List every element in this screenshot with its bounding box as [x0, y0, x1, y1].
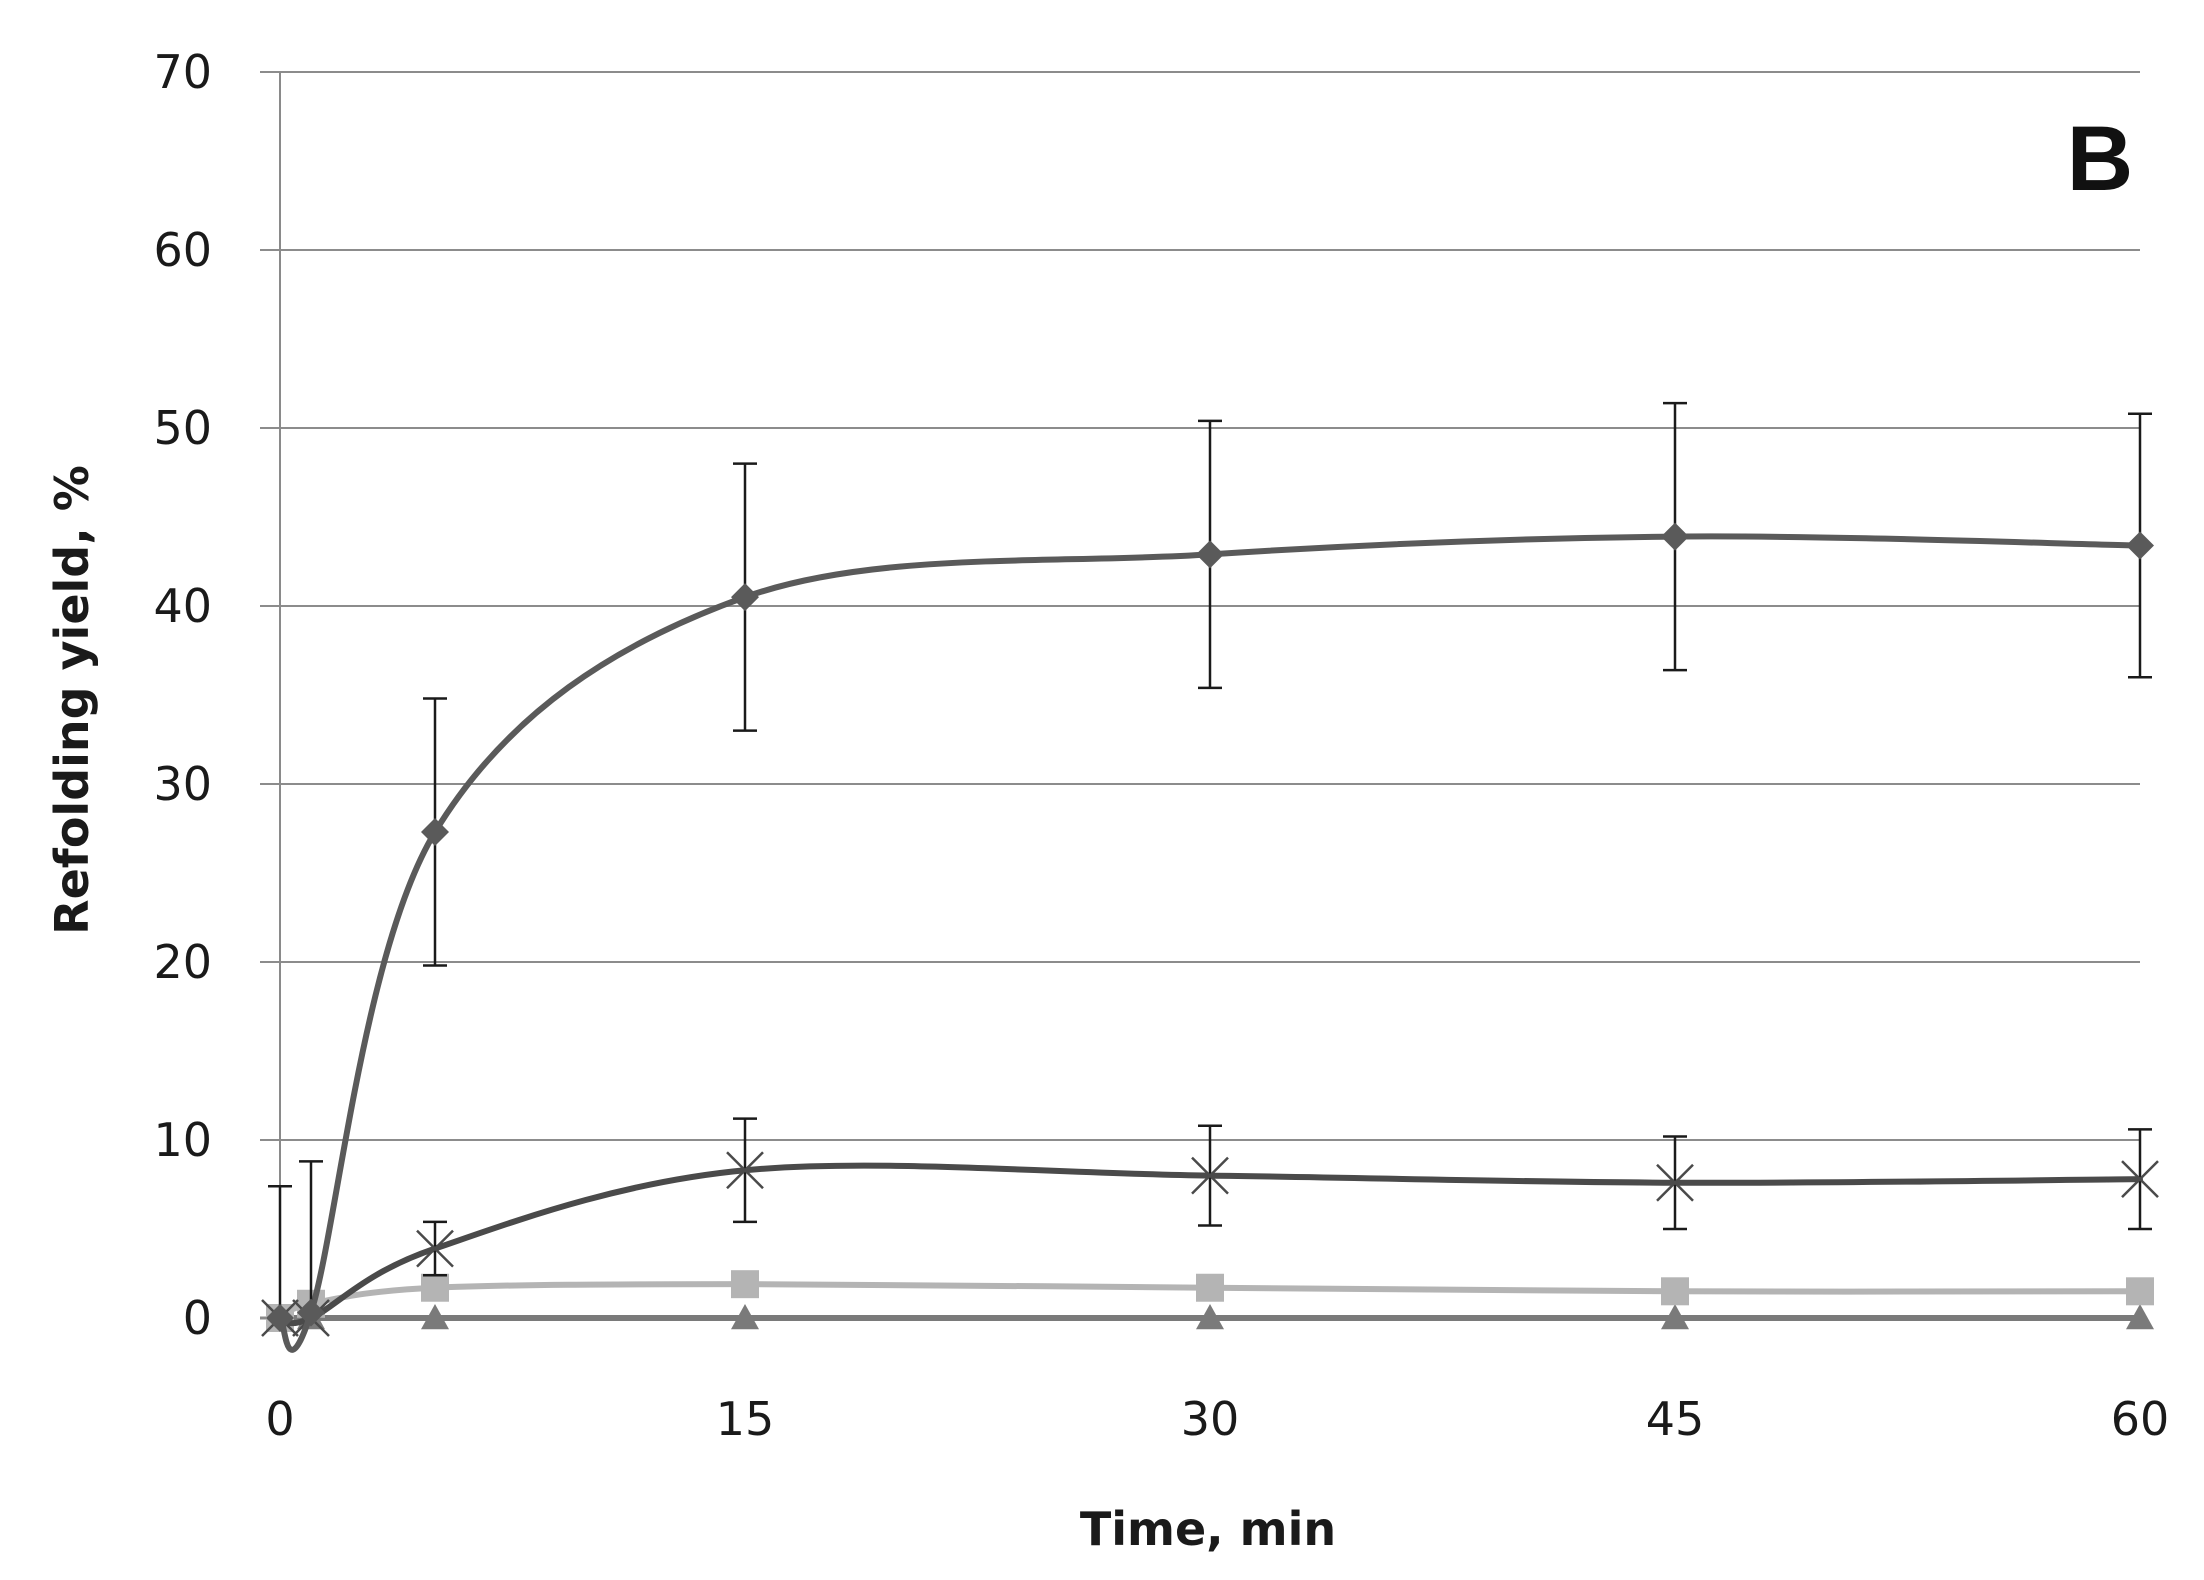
series-line: [277, 1162, 2143, 1327]
data-point-square: [1661, 1277, 1689, 1306]
data-point-diamond: [1196, 540, 1224, 569]
data-point-x: [1191, 1156, 1229, 1195]
data-point-diamond: [297, 1298, 325, 1327]
x-tick-label: 30: [1181, 1392, 1240, 1446]
gridlines: [260, 71, 2140, 1141]
y-tick-label: 20: [153, 935, 212, 989]
x-tick-label: 0: [265, 1392, 294, 1446]
series-line: [277, 1281, 2143, 1321]
data-point-x: [726, 1151, 764, 1190]
y-tick-label: 50: [153, 401, 212, 455]
y-tick-label: 0: [183, 1291, 212, 1345]
x-tick-labels: 0 15 30 45 60: [265, 1392, 2169, 1446]
data-point-diamond: [2126, 531, 2154, 560]
data-point-diamond: [421, 818, 449, 847]
data-point-x: [1656, 1163, 1694, 1202]
y-tick-label: 70: [153, 45, 212, 99]
data-point-x: [2121, 1160, 2159, 1199]
data-point-triangle: [1661, 1304, 1689, 1330]
data-point-diamond: [1661, 522, 1689, 551]
data-point-square: [2126, 1277, 2154, 1306]
series-triangle: [266, 1304, 2154, 1330]
x-tick-label: 45: [1646, 1392, 1705, 1446]
data-point-triangle: [421, 1304, 449, 1330]
x-axis-title: Time, min: [1080, 1502, 1336, 1556]
y-tick-label: 40: [153, 579, 212, 633]
y-tick-label: 30: [153, 757, 212, 811]
y-tick-label: 10: [153, 1113, 212, 1167]
series-x: [261, 1117, 2159, 1337]
y-axis-title: Refolding yield, %: [45, 465, 99, 935]
series-diamond: [266, 401, 2154, 1353]
x-tick-label: 15: [716, 1392, 775, 1446]
data-point-square: [731, 1270, 759, 1299]
data-point-triangle: [731, 1304, 759, 1330]
data-point-triangle: [2126, 1304, 2154, 1330]
data-point-diamond: [266, 1304, 294, 1332]
x-tick-label: 60: [2111, 1392, 2170, 1446]
data-point-square: [421, 1273, 449, 1302]
data-point-x: [416, 1229, 454, 1268]
panel-label: B: [2067, 108, 2133, 210]
y-tick-labels: 0 10 20 30 40 50 60 70: [153, 45, 212, 1345]
y-tick-label: 60: [153, 223, 212, 277]
data-point-square: [1196, 1273, 1224, 1302]
series-layer: [261, 401, 2159, 1353]
data-point-triangle: [1196, 1304, 1224, 1330]
data-point-diamond: [731, 583, 759, 612]
